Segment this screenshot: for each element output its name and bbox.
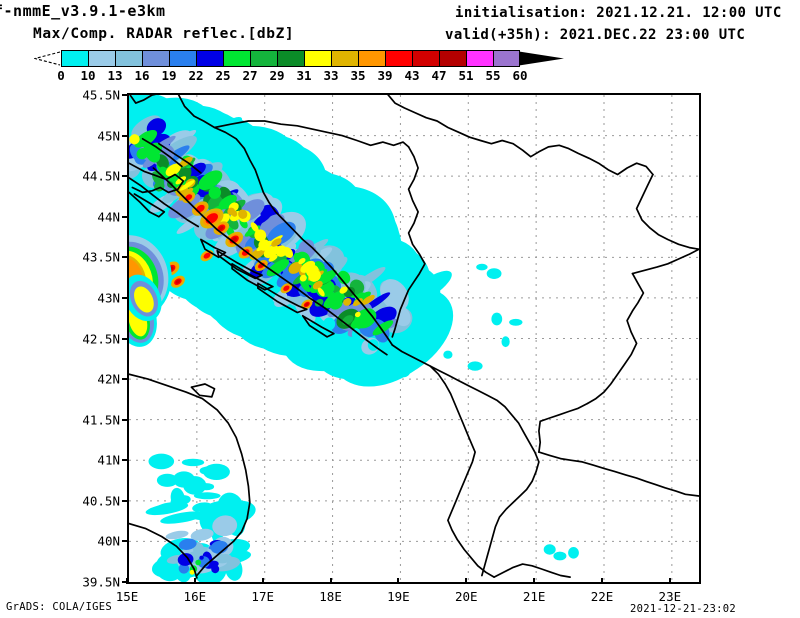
colorbar-swatch-43 bbox=[412, 50, 439, 67]
lon-label-22E: 22E bbox=[590, 589, 614, 604]
lat-tick bbox=[122, 337, 129, 340]
colorbar-tick-47: 47 bbox=[431, 68, 447, 83]
lon-tick bbox=[193, 578, 196, 584]
colorbar-tick-10: 10 bbox=[80, 68, 96, 83]
grads-attribution: GrADS: COLA/IGES bbox=[6, 601, 112, 613]
model-title: f-nmmE_v3.9.1-e3km bbox=[0, 2, 166, 20]
colorbar-tick-31: 31 bbox=[296, 68, 312, 83]
lat-label-43N: 43N bbox=[97, 290, 120, 306]
colorbar-tick-55: 55 bbox=[485, 68, 501, 83]
lon-tick bbox=[465, 578, 468, 584]
colorbar-tick-60: 60 bbox=[512, 68, 528, 83]
colorbar-swatch-33 bbox=[331, 50, 358, 67]
lon-tick bbox=[261, 578, 264, 584]
longitude-axis: 15E 16E 17E 18E 19E 20E 21E 22E 23E bbox=[116, 578, 697, 604]
lon-tick bbox=[601, 578, 603, 584]
colorbar-swatch-27 bbox=[250, 50, 277, 67]
colorbar-tick-22: 22 bbox=[188, 68, 204, 83]
colorbar-swatch-47 bbox=[439, 50, 466, 67]
radar-reflectivity-layer bbox=[129, 95, 579, 582]
colorbar-overflow-arrow bbox=[519, 51, 564, 66]
lat-label-43.5N: 43.5N bbox=[82, 249, 120, 265]
colorbar-swatch-31 bbox=[304, 50, 331, 67]
colorbar: 0 10 13 16 19 22 25 27 29 31 33 35 39 43 47 51 55 60 bbox=[0, 48, 620, 83]
lat-tick bbox=[122, 175, 129, 178]
lat-label-42.5N: 42.5N bbox=[82, 331, 120, 346]
lon-tick bbox=[329, 578, 332, 584]
colorbar-tick-16: 16 bbox=[134, 68, 150, 83]
colorbar-swatches bbox=[61, 50, 520, 67]
colorbar-tick-labels: 0 10 13 16 19 22 25 27 29 31 33 35 39 43 47 51 55 60 bbox=[0, 68, 620, 83]
lat-tick bbox=[122, 134, 129, 137]
lat-tick bbox=[122, 540, 129, 543]
colorbar-tick-35: 35 bbox=[350, 68, 366, 83]
colorbar-swatch-16 bbox=[142, 50, 169, 67]
colorbar-swatch-19 bbox=[169, 50, 196, 67]
lat-label-45N: 45N bbox=[97, 128, 120, 144]
lat-tick bbox=[122, 215, 129, 218]
colorbar-title: Max/Comp. RADAR reflec.[dbZ] bbox=[33, 26, 295, 42]
lat-tick bbox=[122, 418, 129, 421]
lon-tick bbox=[397, 578, 400, 584]
colorbar-tick-13: 13 bbox=[107, 68, 123, 83]
lon-tick bbox=[126, 578, 128, 584]
initialisation-time: initialisation: 2021.12.21. 12:00 UTC bbox=[455, 5, 782, 21]
lat-label-44N: 44N bbox=[97, 209, 120, 225]
colorbar-tick-51: 51 bbox=[458, 68, 474, 83]
lon-label-15E: 15E bbox=[115, 589, 139, 604]
colorbar-swatch-55 bbox=[493, 50, 520, 67]
latitude-axis: 45.5N 45N 44.5N 44N 43.5N 43N 42.5N 42N 41.5N 41N… bbox=[60, 88, 129, 590]
colorbar-tick-29: 29 bbox=[269, 68, 285, 83]
colorbar-swatch-25 bbox=[223, 50, 250, 67]
colorbar-tick-33: 33 bbox=[323, 68, 339, 83]
colorbar-swatch-10 bbox=[88, 50, 115, 67]
lat-label-45.5N: 45.5N bbox=[82, 87, 120, 103]
lat-tick bbox=[122, 94, 129, 96]
lat-tick bbox=[122, 296, 129, 299]
lon-label-19E: 19E bbox=[387, 589, 410, 604]
lat-label-41N: 41N bbox=[97, 452, 120, 468]
lon-tick bbox=[533, 578, 536, 584]
lat-label-39.5N: 39.5N bbox=[82, 574, 120, 590]
lon-label-21E: 21E bbox=[522, 589, 546, 604]
lon-label-18E: 18E bbox=[319, 589, 342, 604]
valid-time: valid(+35h): 2021.DEC.22 23:00 UTC bbox=[445, 27, 746, 43]
colorbar-swatch-39 bbox=[385, 50, 412, 67]
lon-label-17E: 17E bbox=[251, 589, 274, 604]
lat-tick bbox=[122, 499, 129, 502]
colorbar-tick-25: 25 bbox=[215, 68, 231, 83]
lat-label-41.5N: 41.5N bbox=[82, 412, 120, 428]
generation-timestamp: 2021-12-21-23:02 bbox=[630, 603, 736, 615]
colorbar-swatch-35 bbox=[358, 50, 385, 67]
lat-label-44.5N: 44.5N bbox=[82, 168, 120, 184]
coastline-and-borders-layer bbox=[129, 95, 699, 579]
colorbar-swatch-0 bbox=[61, 50, 88, 67]
lat-tick bbox=[122, 459, 129, 462]
colorbar-tick-43: 43 bbox=[404, 68, 420, 83]
colorbar-tick-39: 39 bbox=[377, 68, 393, 83]
lat-label-42N: 42N bbox=[97, 371, 120, 387]
colorbar-swatch-29 bbox=[277, 50, 304, 67]
colorbar-underflow-arrow bbox=[34, 51, 61, 66]
lon-tick bbox=[668, 578, 671, 584]
lat-tick bbox=[122, 256, 129, 259]
colorbar-tick-0: 0 bbox=[57, 68, 65, 83]
lat-tick bbox=[122, 581, 129, 583]
colorbar-tick-27: 27 bbox=[242, 68, 258, 83]
colorbar-tick-19: 19 bbox=[161, 68, 177, 83]
lon-label-23E: 23E bbox=[658, 589, 682, 604]
lat-label-40N: 40N bbox=[97, 533, 120, 549]
colorbar-swatch-51 bbox=[466, 50, 493, 67]
colorbar-swatch-13 bbox=[115, 50, 142, 67]
lon-label-20E: 20E bbox=[454, 589, 478, 604]
lat-label-40.5N: 40.5N bbox=[82, 493, 120, 509]
colorbar-swatch-22 bbox=[196, 50, 223, 67]
map-plot-area bbox=[127, 93, 701, 584]
lat-tick bbox=[122, 378, 129, 381]
lon-label-16E: 16E bbox=[183, 589, 207, 604]
